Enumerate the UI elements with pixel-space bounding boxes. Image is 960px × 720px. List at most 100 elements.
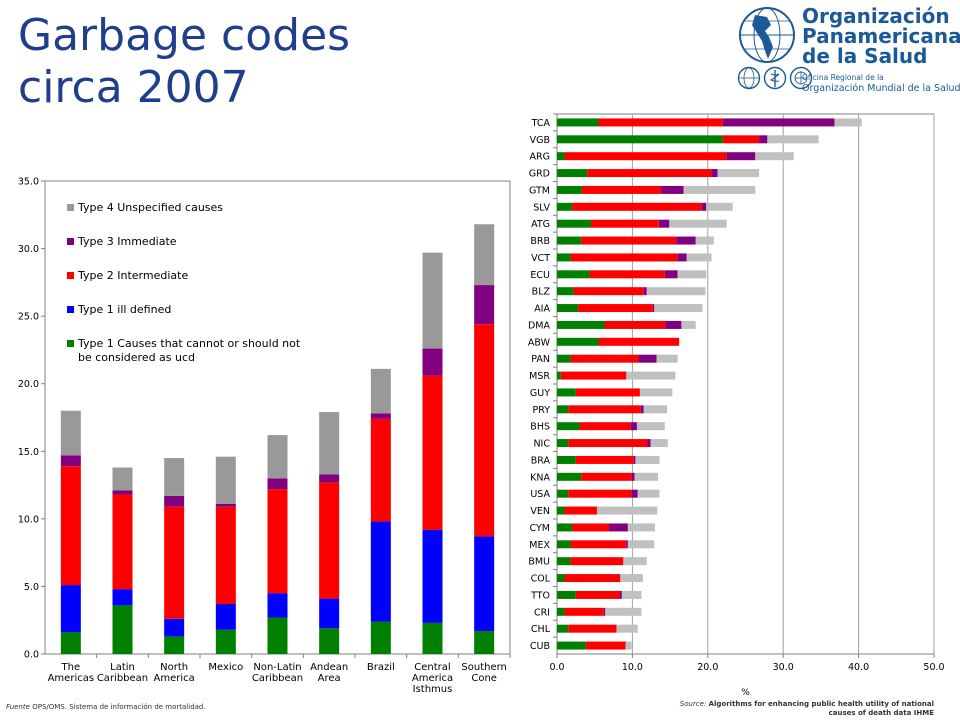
left-bar-segment [267, 435, 288, 479]
left-bar-segment [370, 413, 391, 419]
left-bar-segment [267, 593, 288, 618]
logo-subtitle-1: Oficina Regional de la [802, 73, 884, 82]
right-bar-segment [557, 135, 723, 144]
left-ytick-label: 20.0 [18, 379, 39, 390]
right-bar-segment [643, 287, 647, 296]
right-bar-segment [557, 439, 569, 448]
right-bar-segment [557, 354, 571, 363]
left-bar-segment [164, 506, 185, 619]
logo-org-name: Organización Panamericana de la Salud [802, 6, 960, 66]
right-bar-segment [669, 219, 727, 228]
right-bar-segment [661, 185, 684, 194]
left-legend: Type 4 Unspecified causes Type 3 Immediat… [58, 195, 313, 380]
right-bar-segment [579, 422, 631, 431]
source-left-text: OPS/OMS. Sistema de información de morta… [32, 703, 206, 711]
left-category-label: Non-Latin [253, 662, 301, 673]
left-stacked-bar-chart: 0.05.010.015.020.025.030.035.0TheAmerica… [18, 177, 511, 695]
right-bar-segment [619, 590, 622, 599]
right-bar-segment [557, 287, 574, 296]
right-category-label: CUB [530, 641, 550, 652]
right-category-label: SLV [533, 202, 550, 213]
right-bar-segment [722, 118, 835, 127]
left-bar-segment [60, 585, 81, 633]
right-bar-segment [623, 557, 647, 566]
logo-org-line-2: Panamericana [802, 24, 960, 48]
left-bar-segment [370, 621, 391, 654]
right-category-label: USA [530, 489, 550, 500]
left-bar-segment [215, 629, 236, 654]
right-bar-segment [587, 169, 712, 178]
left-bar-segment [112, 467, 133, 491]
right-bar-segment [643, 405, 668, 414]
right-bar-segment [681, 320, 696, 329]
right-xtick-label: 40.0 [848, 662, 869, 673]
left-legend-swatch [67, 340, 74, 347]
left-bar-segment [474, 285, 495, 325]
right-bar-segment [631, 489, 638, 498]
left-legend-swatch [67, 238, 74, 245]
left-bar-segment [215, 503, 236, 507]
left-category-label: The [61, 662, 81, 673]
right-bar-segment [570, 540, 627, 549]
right-category-label: CHL [531, 624, 551, 635]
left-category-label: Americas [48, 673, 94, 684]
right-category-label: MSR [529, 371, 550, 382]
right-category-label: GTM [529, 185, 550, 196]
right-bar-segment [572, 523, 610, 532]
right-bar-segment [639, 388, 673, 397]
right-category-label: BMU [528, 557, 550, 568]
source-note-left: Fuente OPS/OMS. Sistema de información d… [6, 703, 206, 711]
right-bar-segment [755, 152, 794, 161]
left-ytick-label: 5.0 [24, 582, 39, 593]
right-bar-segment [557, 607, 565, 616]
logo-org-line-3: de la Salud [802, 44, 928, 68]
right-bar-segment [570, 557, 624, 566]
right-bar-segment [557, 253, 571, 262]
right-bar-segment [557, 270, 590, 279]
right-bar-segment [568, 405, 641, 414]
left-bar-segment [267, 617, 288, 654]
left-ytick-label: 10.0 [18, 514, 39, 525]
left-ytick-label: 30.0 [18, 244, 39, 255]
page-title: Garbage codes circa 2007 [18, 10, 350, 114]
left-category-label: North [160, 662, 188, 673]
right-bar-segment [572, 202, 702, 211]
source-right-label: Source: [679, 700, 707, 708]
left-legend-label: Type 4 Unspecified causes [77, 201, 223, 214]
left-legend-label: Type 3 Immediate [77, 235, 177, 248]
right-bar-segment [605, 607, 642, 616]
left-bar-segment [215, 603, 236, 630]
paho-seal-icon [737, 66, 761, 90]
right-category-label: ECU [530, 270, 550, 281]
right-bar-segment [557, 304, 579, 313]
left-category-label: Southern [461, 662, 507, 673]
left-bar-segment [60, 410, 81, 456]
right-bar-segment [557, 405, 569, 414]
left-bar-segment [215, 456, 236, 504]
left-legend-box [58, 195, 313, 380]
right-bar-segment [557, 236, 582, 245]
right-bar-segment [557, 388, 576, 397]
right-bar-segment [598, 118, 723, 127]
left-bar-segment [422, 348, 443, 376]
right-bar-segment [626, 371, 676, 380]
right-bar-segment [557, 185, 582, 194]
right-bar-segment [654, 304, 703, 313]
right-bar-segment [575, 455, 634, 464]
right-bar-segment [633, 455, 636, 464]
right-bar-segment [722, 135, 760, 144]
left-category-label: Caribbean [252, 673, 303, 684]
right-bar-segment [609, 523, 628, 532]
right-bar-segment [664, 270, 678, 279]
left-bar-segment [215, 506, 236, 604]
right-bar-segment [676, 236, 696, 245]
left-legend-swatch [67, 204, 74, 211]
source-left-label: Fuente [6, 703, 30, 711]
right-bar-segment [557, 574, 565, 583]
title-line-1: Garbage codes [18, 10, 351, 61]
source-right-text: Algorithms for enhancing public health u… [708, 700, 934, 717]
left-legend-swatch [67, 306, 74, 313]
left-bar-segment [422, 622, 443, 654]
right-bar-segment [677, 270, 707, 279]
right-bar-segment [557, 371, 561, 380]
